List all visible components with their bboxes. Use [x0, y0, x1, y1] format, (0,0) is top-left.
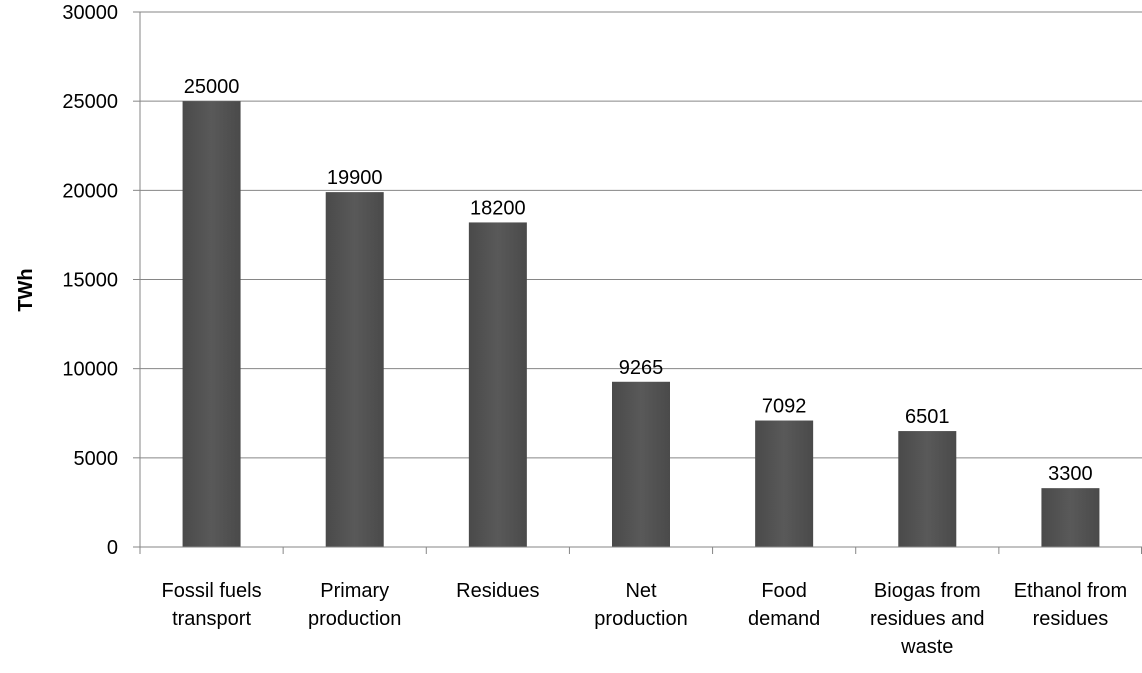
bar [755, 420, 814, 547]
x-category-label: Food demand [748, 580, 820, 630]
x-category-label-line: Net [625, 580, 657, 602]
y-tick-label: 5000 [74, 448, 119, 470]
data-label: 6501 [905, 406, 950, 428]
data-label: 7092 [762, 396, 807, 418]
bar [468, 222, 527, 547]
x-category-label-line: residues [1033, 608, 1109, 630]
labels: 0 5000 10000 15000 20000 25000 30000 25000 Fossi… [62, 2, 1127, 658]
bar [325, 192, 384, 547]
x-category-label: Residues [456, 580, 539, 602]
y-tick-label: 25000 [62, 91, 118, 113]
x-category-label-line: production [594, 608, 687, 630]
y-tick-label: 30000 [62, 2, 118, 24]
x-category-label-line: Residues [456, 580, 539, 602]
y-tick-label: 10000 [62, 359, 118, 381]
x-category-label-line: Ethanol from [1014, 580, 1127, 602]
gridlines [140, 11, 1142, 459]
x-category-label-line: Biogas from [874, 580, 981, 602]
data-label: 19900 [327, 167, 383, 189]
y-tick-label: 0 [107, 537, 118, 559]
y-tick-label: 15000 [62, 270, 118, 292]
data-label: 18200 [470, 197, 526, 219]
bar [1041, 488, 1100, 547]
data-label: 3300 [1048, 463, 1093, 485]
bars [182, 101, 1100, 548]
x-category-label-line: Fossil fuels [162, 580, 262, 602]
x-category-label: Ethanol from residues [1014, 580, 1127, 630]
bar [612, 381, 670, 547]
x-category-label: Fossil fuels transport [162, 580, 262, 630]
x-category-label-line: waste [900, 636, 953, 658]
x-category-label-line: production [308, 608, 401, 630]
x-category-label-line: residues and [870, 608, 985, 630]
y-tick-label: 20000 [62, 180, 118, 202]
x-category-label-line: Food [761, 580, 807, 602]
data-label: 9265 [619, 357, 664, 379]
x-category-label-line: demand [748, 608, 820, 630]
bar [898, 431, 957, 547]
x-category-label-line: transport [172, 608, 251, 630]
bar [182, 101, 241, 548]
x-category-label: Biogas from residues and waste [870, 580, 985, 658]
x-category-label-line: Primary [320, 580, 389, 602]
x-category-label: Primary production [308, 580, 401, 630]
data-label: 25000 [184, 76, 240, 98]
y-axis-title: TWh [15, 268, 37, 311]
x-category-label: Net production [594, 580, 687, 630]
